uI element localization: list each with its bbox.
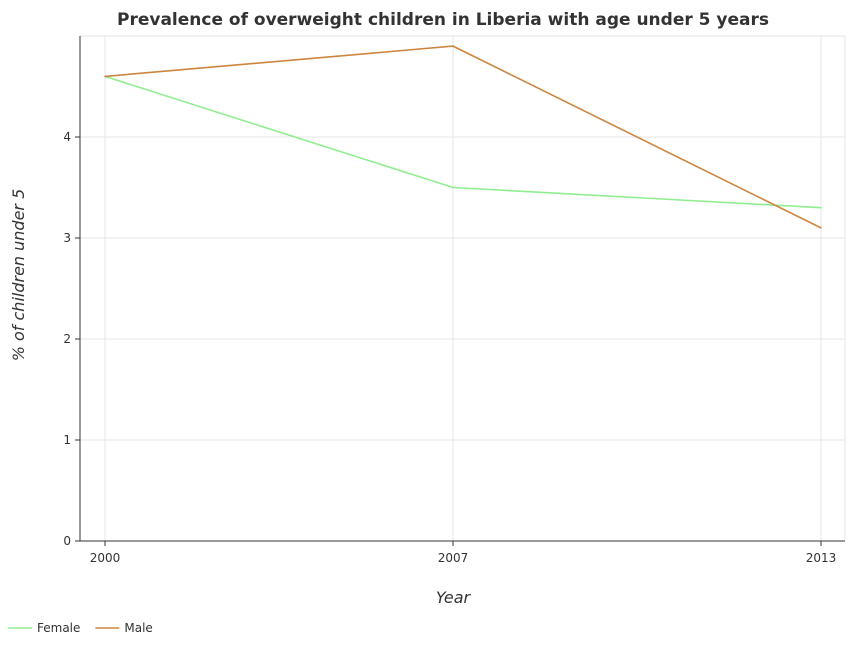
- y-tick-label: 3: [63, 231, 71, 245]
- data-point-male: [452, 45, 454, 47]
- data-point-male: [820, 227, 822, 229]
- axes: 0 1 2 3 4 2000 2007 2013: [63, 36, 845, 565]
- y-axis-label: % of children under 5: [9, 189, 28, 362]
- y-tick-label: 0: [63, 534, 71, 548]
- legend-label-male: Male: [124, 621, 152, 635]
- legend: Female Male: [8, 621, 153, 635]
- x-axis-label: Year: [436, 588, 472, 607]
- y-tick-label: 4: [63, 130, 71, 144]
- legend-label-female: Female: [37, 621, 80, 635]
- chart-title: Prevalence of overweight children in Lib…: [117, 10, 769, 30]
- x-tick-label: 2000: [90, 551, 121, 565]
- series-line-female: [104, 75, 822, 209]
- data-point-male: [104, 75, 106, 78]
- x-tick-label: 2007: [438, 551, 469, 565]
- grid: [80, 35, 846, 542]
- data-point-female: [452, 186, 454, 189]
- legend-item-female: Female: [8, 621, 80, 635]
- data-point-female: [820, 206, 822, 209]
- legend-item-male: Male: [95, 621, 153, 635]
- y-tick-label: 2: [63, 332, 71, 346]
- y-tick-label: 1: [63, 433, 71, 447]
- x-tick-label: 2013: [806, 551, 837, 565]
- series-lines: [104, 45, 822, 229]
